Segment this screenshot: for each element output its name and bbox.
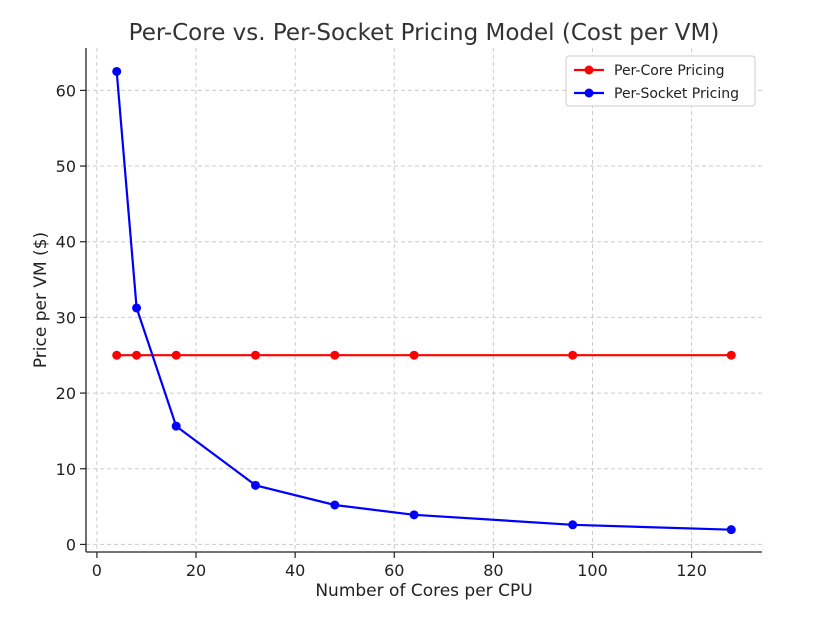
- data-point: [250, 480, 260, 490]
- x-axis-label: Number of Cores per CPU: [315, 581, 532, 601]
- x-tick-label: 80: [483, 561, 503, 580]
- grid-layer: [86, 48, 762, 552]
- data-point: [112, 350, 122, 360]
- data-point: [171, 421, 181, 431]
- data-point: [330, 350, 340, 360]
- x-tick-label: 100: [577, 561, 608, 580]
- data-point: [132, 303, 142, 313]
- legend-label: Per-Socket Pricing: [614, 86, 739, 102]
- data-point: [330, 500, 340, 510]
- legend-box: [565, 55, 756, 107]
- y-tick-label: 10: [56, 460, 76, 479]
- data-point: [409, 510, 419, 520]
- y-tick-label: 50: [56, 157, 76, 176]
- data-point: [250, 350, 260, 360]
- legend: Per-Core Pricing Per-Socket Pricing: [565, 55, 756, 107]
- axes-layer: 0 20 40 60 80 100 120 0 10 20 30 40 50 60: [56, 48, 762, 580]
- data-point: [726, 350, 736, 360]
- series-layer: [112, 66, 736, 535]
- legend-swatch-marker: [584, 65, 594, 75]
- y-tick-label: 40: [56, 233, 76, 252]
- y-tick-label: 30: [56, 308, 76, 327]
- y-tick-label: 20: [56, 384, 76, 403]
- data-point: [568, 350, 578, 360]
- x-tick-label: 40: [285, 561, 305, 580]
- y-axis-label: Price per VM ($): [31, 232, 51, 368]
- x-tick-label: 120: [676, 561, 707, 580]
- series-line-2: [115, 71, 732, 531]
- data-point: [409, 350, 419, 360]
- y-tick-label: 0: [66, 535, 76, 554]
- x-tick-label: 0: [92, 561, 102, 580]
- data-point: [568, 520, 578, 530]
- legend-swatch-marker: [584, 88, 594, 98]
- x-tick-label: 20: [186, 561, 206, 580]
- legend-label: Per-Core Pricing: [614, 63, 725, 79]
- x-tick-label: 60: [384, 561, 404, 580]
- chart-title: Per-Core vs. Per-Socket Pricing Model (C…: [129, 20, 720, 46]
- data-point: [112, 66, 122, 76]
- y-tick-label: 60: [56, 81, 76, 100]
- data-point: [132, 350, 142, 360]
- data-point: [726, 525, 736, 535]
- data-point: [171, 350, 181, 360]
